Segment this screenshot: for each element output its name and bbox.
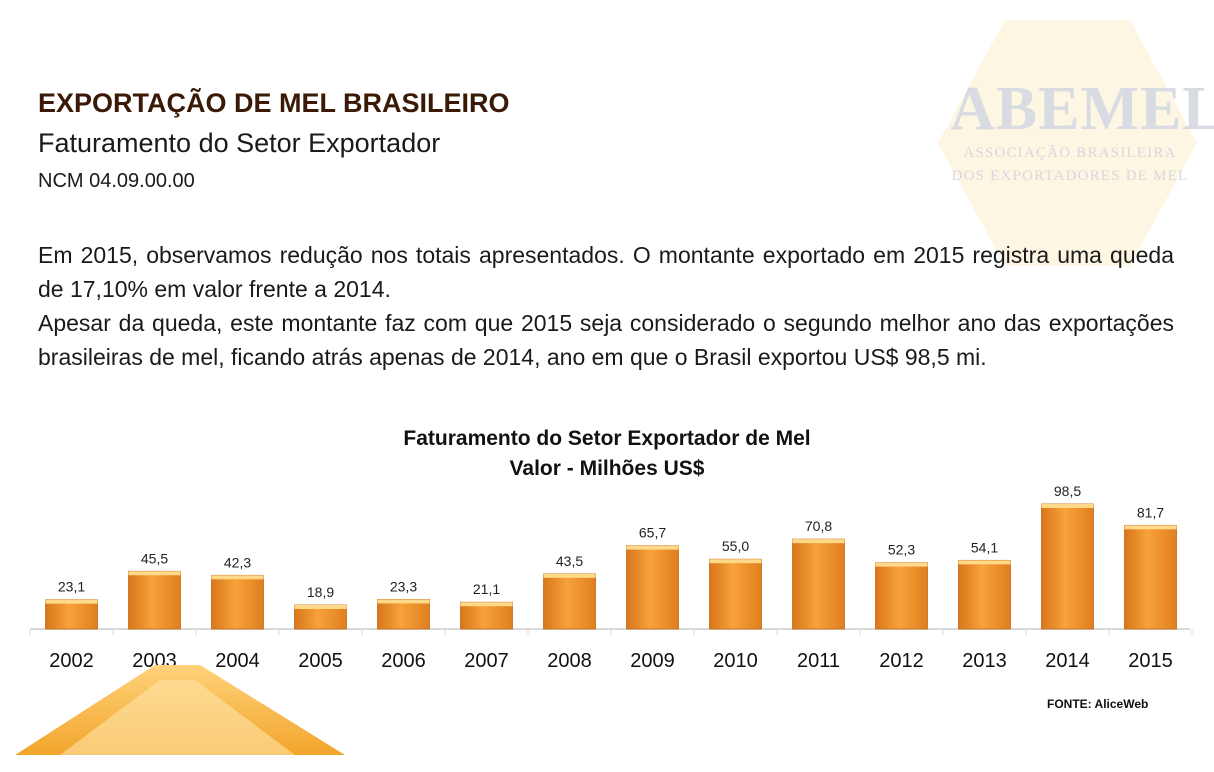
bar-top-highlight-2015 (1124, 525, 1177, 530)
paragraph-1: Em 2015, observamos redução nos totais a… (38, 242, 1174, 302)
body-text: Em 2015, observamos redução nos totais a… (38, 238, 1174, 374)
bar-2015 (1124, 524, 1177, 630)
x-tick-label-2015: 2015 (1128, 650, 1173, 672)
bar-top-highlight-2009 (626, 545, 679, 550)
bar-2014 (1041, 503, 1094, 630)
bar-top-highlight-2013 (958, 560, 1011, 565)
bar-top-highlight-2003 (128, 571, 181, 576)
chart-subtitle: Valor - Milhões US$ (509, 457, 705, 480)
bar-top-highlight-2012 (875, 562, 928, 567)
chart-title-block: Faturamento do Setor Exportador de Mel V… (300, 424, 914, 484)
bar-2007 (460, 601, 513, 630)
bar-2002 (45, 599, 98, 630)
logo-name: ABEMEL (950, 75, 1214, 143)
bar-2012 (875, 562, 928, 630)
bar-chart: 23,1200245,5200342,3200418,9200523,32006… (29, 483, 1193, 672)
data-label-2005: 18,9 (307, 584, 334, 600)
x-tick-label-2005: 2005 (298, 650, 343, 672)
chart-title: Faturamento do Setor Exportador de Mel (403, 427, 811, 450)
bar-2011 (792, 538, 845, 630)
logo-line-2: DOS EXPORTADORES DE MEL (951, 168, 1189, 184)
x-tick-label-2006: 2006 (381, 650, 426, 672)
bar-2009 (626, 545, 679, 630)
bar-top-highlight-2005 (294, 605, 347, 610)
data-label-2011: 70,8 (805, 518, 832, 534)
x-tick-label-2009: 2009 (630, 650, 675, 672)
ncm-code: NCM 04.09.00.00 (38, 170, 195, 192)
x-tick-label-2012: 2012 (879, 650, 924, 672)
bar-top-highlight-2011 (792, 539, 845, 544)
data-label-2009: 65,7 (639, 525, 666, 541)
logo-hexagon-watermark (938, 20, 1197, 266)
page-title: EXPORTAÇÃO DE MEL BRASILEIRO (38, 88, 510, 118)
bar-2006 (377, 599, 430, 630)
bar-top-highlight-2008 (543, 573, 596, 578)
x-tick-label-2004: 2004 (215, 650, 260, 672)
data-label-2010: 55,0 (722, 538, 749, 554)
logo-line-1: ASSOCIAÇÃO BRASILEIRA (963, 145, 1177, 161)
source-note: FONTE: AliceWeb (1047, 697, 1149, 711)
x-tick-label-2011: 2011 (797, 650, 840, 672)
x-tick-label-2010: 2010 (713, 650, 758, 672)
paragraph-2: Apesar da queda, este montante faz com q… (38, 310, 1174, 370)
x-tick-label-2008: 2008 (547, 650, 592, 672)
data-label-2007: 21,1 (473, 581, 500, 597)
page-subtitle: Faturamento do Setor Exportador (38, 128, 441, 158)
bar-top-highlight-2006 (377, 599, 430, 604)
data-label-2003: 45,5 (141, 550, 168, 566)
data-label-2012: 52,3 (888, 542, 915, 558)
data-label-2002: 23,1 (58, 579, 85, 595)
x-tick-label-2007: 2007 (464, 650, 509, 672)
x-tick-label-2013: 2013 (962, 650, 1007, 672)
data-label-2008: 43,5 (556, 553, 583, 569)
bar-top-highlight-2002 (45, 599, 98, 604)
data-label-2006: 23,3 (390, 578, 417, 594)
bar-top-highlight-2014 (1041, 504, 1094, 508)
bar-2010 (709, 558, 762, 630)
data-label-2004: 42,3 (224, 554, 251, 570)
data-label-2014: 98,5 (1054, 483, 1081, 499)
x-tick-label-2002: 2002 (49, 650, 94, 672)
bar-top-highlight-2010 (709, 559, 762, 564)
data-label-2015: 81,7 (1137, 504, 1164, 520)
data-label-2013: 54,1 (971, 539, 998, 555)
bar-top-highlight-2004 (211, 575, 264, 580)
bar-2004 (211, 574, 264, 630)
bar-2013 (958, 559, 1011, 630)
bar-top-highlight-2007 (460, 602, 513, 607)
bar-2003 (128, 570, 181, 630)
bar-2008 (543, 573, 596, 630)
honey-corner-decoration (15, 665, 345, 755)
x-tick-label-2014: 2014 (1045, 650, 1090, 672)
abemel-logo: ABEMEL ASSOCIAÇÃO BRASILEIRA DOS EXPORTA… (950, 75, 1214, 186)
